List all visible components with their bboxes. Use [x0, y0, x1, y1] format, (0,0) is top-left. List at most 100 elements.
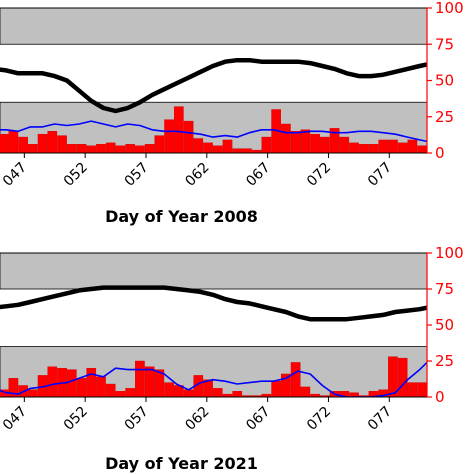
bar: [183, 120, 194, 153]
right-axis-tick-label: 0: [435, 388, 445, 406]
bar: [281, 123, 291, 153]
bar: [37, 133, 48, 153]
x-axis-title: Day of Year 2008: [105, 207, 258, 226]
bar: [66, 369, 77, 397]
bar: [125, 388, 135, 397]
bar: [96, 376, 106, 397]
bar: [261, 136, 272, 153]
bar: [144, 366, 155, 397]
right-axis-tick-label: 50: [435, 72, 454, 90]
bar: [135, 145, 145, 153]
bar: [417, 145, 427, 153]
bar: [222, 139, 233, 153]
bar: [329, 128, 340, 153]
bar: [47, 366, 58, 397]
bar: [212, 145, 223, 153]
bar: [86, 368, 97, 397]
plot-area: [0, 253, 427, 397]
bar: [164, 382, 174, 397]
x-axis-tick-label: 057: [122, 404, 152, 434]
bar: [203, 142, 213, 153]
x-axis-tick-label: 047: [0, 404, 30, 434]
right-axis-tick-label: 0: [435, 144, 445, 162]
x-axis-tick-label: 062: [182, 404, 212, 434]
bar: [242, 148, 252, 153]
series-line-black: [0, 285, 427, 322]
right-axis-tick-label: 50: [435, 316, 454, 334]
x-axis-tick-label: 062: [182, 160, 212, 190]
x-axis-tick-label: 077: [365, 160, 395, 190]
bar: [115, 145, 126, 153]
x-axis-tick-label: 057: [122, 160, 152, 190]
right-axis-tick-label: 100: [435, 244, 464, 262]
bar: [105, 142, 116, 153]
chart-panel-2021: 0 25 50 75 100 047 052 057 062 067 072 077 Day of Ye…: [0, 244, 464, 473]
bar: [300, 386, 311, 397]
x-axis-tick-label: 047: [0, 160, 30, 190]
bar: [144, 144, 155, 153]
shaded-band-1: [0, 253, 427, 290]
bar: [407, 382, 418, 397]
bar: [368, 144, 379, 153]
series-line-blue: [0, 120, 427, 143]
x-axis-tick-label: 052: [61, 160, 91, 190]
bar: [125, 144, 135, 153]
bar: [203, 379, 213, 397]
right-axis-tick-label: 75: [435, 35, 454, 53]
bar: [212, 388, 223, 397]
bar: [397, 357, 408, 397]
right-axis-tick-label: 100: [435, 0, 464, 17]
bar: [397, 142, 408, 153]
bar: [251, 149, 262, 153]
bar: [407, 139, 418, 153]
right-axis-tick-label: 25: [435, 108, 454, 126]
bar: [290, 362, 301, 397]
series-line-black: [0, 57, 427, 114]
bar: [96, 144, 106, 153]
bar: [57, 135, 67, 153]
bar: [76, 378, 87, 397]
x-axis-tick-label: 072: [304, 160, 334, 190]
bar: [319, 136, 330, 153]
bar: [232, 391, 243, 397]
bar: [358, 144, 369, 153]
bar: [135, 360, 145, 397]
bar: [47, 131, 58, 153]
bar: [349, 142, 359, 153]
bar: [86, 145, 97, 153]
bar: [339, 136, 350, 153]
bar: [232, 148, 243, 153]
bar: [154, 135, 165, 153]
right-axis-tick-label: 25: [435, 352, 454, 370]
x-axis-tick-label: 067: [243, 404, 273, 434]
right-axis-tick-label: 75: [435, 280, 454, 298]
bar: [183, 389, 194, 397]
shaded-band-1: [0, 8, 427, 45]
x-axis-tick-label: 072: [304, 404, 334, 434]
x-axis-tick-label: 067: [243, 160, 273, 190]
bar: [290, 131, 301, 153]
bar: [28, 389, 38, 397]
x-axis-tick-label: 077: [365, 404, 395, 434]
bar: [193, 138, 204, 153]
bar: [174, 106, 184, 153]
bar: [271, 380, 281, 397]
bar: [417, 382, 427, 397]
bar: [8, 131, 19, 153]
bar: [378, 139, 389, 153]
plot-area: [0, 8, 427, 153]
bar: [76, 144, 87, 153]
bar: [0, 133, 9, 153]
bar: [66, 144, 77, 153]
series-line-blue: [0, 361, 427, 397]
x-axis-title: Day of Year 2021: [105, 454, 258, 473]
bar: [28, 144, 38, 153]
bar: [300, 129, 311, 153]
bar: [154, 369, 165, 397]
x-axis-tick-label: 052: [61, 404, 91, 434]
bar: [310, 133, 320, 153]
bar: [388, 139, 398, 153]
chart-panel-2008: 0 25 50 75 100 047 052 057 062 067 072 077 Day of Ye…: [0, 0, 464, 226]
bar: [164, 119, 174, 153]
